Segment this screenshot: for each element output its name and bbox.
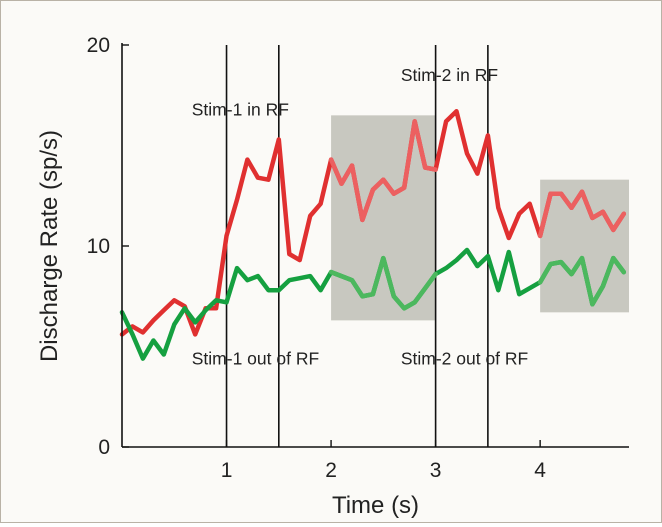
shaded-region-1: [331, 115, 436, 321]
annotations: Stim-1 in RF Stim-2 in RF Stim-1 out of RF…: [192, 65, 528, 368]
series-2-highlight-1: [328, 255, 438, 311]
data-series: [119, 109, 627, 361]
series-1-highlight-2: [537, 189, 627, 239]
x-tick-label: 1: [221, 459, 233, 482]
annotation-1: Stim-1 in RF: [192, 99, 289, 119]
y-tick-label: 10: [87, 235, 110, 258]
axes: [121, 43, 629, 448]
y-tick-label: 0: [98, 436, 110, 459]
x-tick-label: 4: [534, 459, 546, 482]
x-axis-title: Time (s): [332, 492, 419, 519]
y-axis-title: Discharge Rate (sp/s): [36, 130, 63, 362]
series-1-highlight-1: [328, 119, 438, 223]
annotation-2: Stim-2 in RF: [401, 65, 498, 85]
x-tick-label: 2: [325, 459, 337, 482]
y-tick-label: 20: [87, 34, 110, 57]
series-2-highlight-2: [537, 255, 627, 307]
annotation-3: Stim-1 out of RF: [192, 349, 319, 369]
tick-labels: 1 2 3 4 0 10 20: [87, 34, 547, 482]
x-tick-label: 3: [430, 459, 442, 482]
annotation-4: Stim-2 out of RF: [401, 349, 528, 369]
